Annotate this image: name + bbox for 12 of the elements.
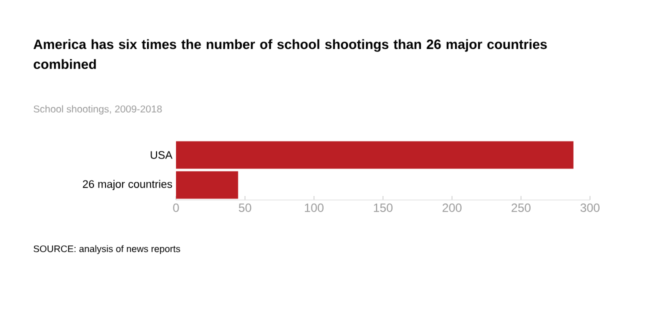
x-tick-label: 300 — [580, 204, 600, 212]
source-note: SOURCE: analysis of news reports — [34, 245, 180, 254]
y-tick-label: 26 major countries — [82, 180, 172, 190]
chart-subtitle: School shootings, 2009-2018 — [34, 105, 162, 114]
x-tick-label: 0 — [173, 204, 179, 212]
x-tick-label: 50 — [238, 204, 252, 212]
x-tick-label: 150 — [374, 204, 393, 212]
y-tick-label: USA — [150, 151, 172, 159]
chart-title: America has six times the number of school shootings than 26 major countries combined — [34, 39, 547, 69]
x-tick-label: 100 — [304, 204, 324, 212]
x-tick-label: 250 — [512, 204, 531, 212]
x-tick-label: 200 — [442, 204, 462, 212]
